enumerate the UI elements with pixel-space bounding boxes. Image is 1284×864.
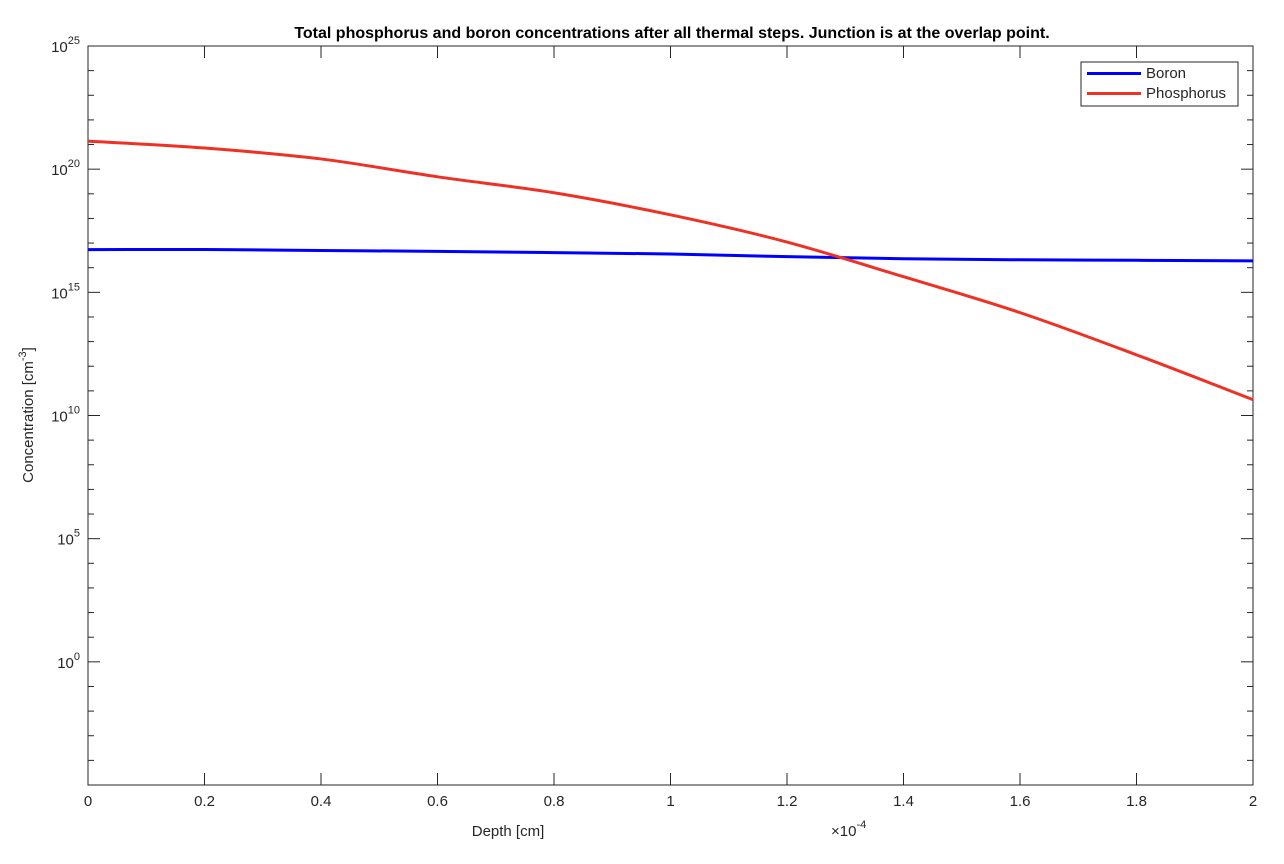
chart-title: Total phosphorus and boron concentration… [294,25,1049,42]
axis-ticks [87,45,1254,786]
series-line-boron [87,247,1254,263]
x-tick-label: 0.4 [311,793,332,810]
series-group [87,139,1254,402]
x-axis-label: Depth [cm] [472,823,545,840]
x-tick-label: 0.8 [544,793,565,810]
plot-area [87,45,1254,786]
y-tick-label: 1010 [51,405,80,426]
legend-box [1080,61,1239,107]
x-tick-label: 1.8 [1126,793,1147,810]
x-tick-label: 0.2 [194,793,215,810]
x-multiplier: ×10-4 [831,819,866,840]
x-tick-label: 1.2 [777,793,798,810]
x-tick-label: 0.6 [427,793,448,810]
x-tick-label: 1 [666,793,674,810]
legend[interactable]: Boron Phosphorus [1080,61,1239,107]
y-tick-label: 100 [57,651,80,672]
legend-label-boron: Boron [1146,65,1186,82]
y-tick-label: 1015 [51,281,80,302]
y-tick-label: 105 [57,528,80,549]
x-tick-label: 2 [1249,793,1257,810]
x-tick-label: 0 [84,793,92,810]
x-tick-label: 1.4 [893,793,914,810]
y-tick-labels: 100 105 1010 1015 1020 1025 [51,35,80,672]
x-tick-label: 1.6 [1010,793,1031,810]
y-tick-label: 1025 [51,35,80,56]
series-line-phosphorus [87,139,1254,402]
y-tick-label: 1020 [51,158,80,179]
legend-label-phosphorus: Phosphorus [1146,85,1226,102]
x-tick-labels: 0 0.2 0.4 0.6 0.8 1 1.2 1.4 1.6 1.8 2 [84,793,1257,810]
y-axis-label: Concentration [cm-3] [17,347,37,483]
